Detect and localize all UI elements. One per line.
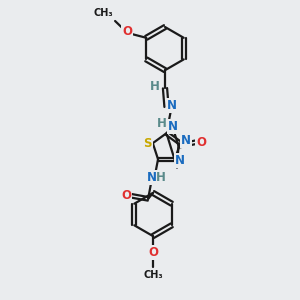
Text: N: N	[167, 99, 177, 112]
Text: CH₃: CH₃	[94, 8, 113, 18]
Text: N: N	[147, 171, 157, 184]
Text: N: N	[176, 154, 185, 167]
Text: H: H	[157, 117, 166, 130]
Text: N: N	[181, 134, 190, 147]
Text: O: O	[121, 189, 131, 202]
Text: O: O	[148, 246, 158, 260]
Text: CH₃: CH₃	[143, 270, 163, 280]
Text: H: H	[156, 171, 166, 184]
Text: O: O	[196, 136, 206, 149]
Text: O: O	[122, 25, 132, 38]
Text: H: H	[150, 80, 159, 93]
Text: N: N	[167, 120, 178, 134]
Text: S: S	[143, 137, 152, 150]
